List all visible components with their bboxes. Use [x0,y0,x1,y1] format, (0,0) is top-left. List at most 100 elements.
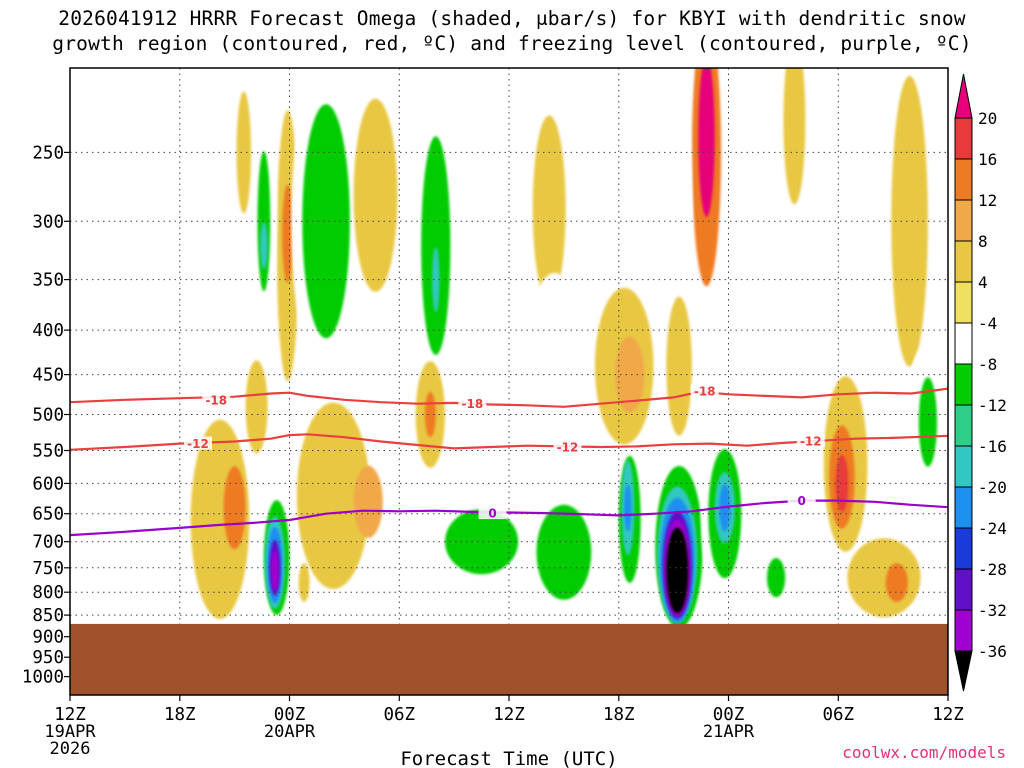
below-ground-region [70,623,948,695]
y-tick-label-1000: 1000 [22,668,64,688]
y-tick-label-350: 350 [32,271,64,291]
omega-cell-35 [847,538,921,618]
y-tick-label-600: 600 [32,474,64,494]
contour-label-bg-1 [458,396,487,410]
omega-cell-59 [666,527,689,614]
colorbar-segment-4 [954,281,973,324]
colorbar-segment-6 [954,363,973,406]
contour-label-3: -12 [187,437,209,451]
omega-cell-15 [432,247,440,313]
omega-cell-52 [624,484,632,532]
plot-area: -18 -18 -18 -12 -12 -12 0 0 [69,67,949,696]
colorbar-label-10: -24 [978,519,1007,538]
colorbar-label-7: -12 [978,396,1007,415]
colorbar-legend: 20 16 12 8 4 -4 -8 -12 -16 -20 -24 -28 -32 -36 [954,73,1007,692]
omega-cell-24 [666,296,692,436]
contour-label-1: -18 [462,397,484,411]
colorbar-segment-5 [954,322,973,365]
credit-text: coolwx.com/models [842,743,1006,762]
omega-cell-36 [885,563,908,602]
x-tick-label-6: 18Z [164,705,196,725]
colorbar-label-6: -8 [978,355,997,374]
contour-label-0: -18 [205,393,227,407]
contour-label-7: 0 [798,494,806,508]
x-axis-label: Forecast Time (UTC) [400,748,617,768]
omega-cell-4 [891,75,928,367]
omega-cell-32 [223,466,246,550]
y-tick-label-550: 550 [32,442,64,462]
y-tick-label-400: 400 [32,321,64,341]
colorbar-label-9: -20 [978,478,1007,497]
x-tick-label-48: 12Z [932,705,964,725]
omega-cell-14 [421,136,451,355]
colorbar-segment-9 [954,486,973,529]
colorbar-label-13: -36 [978,642,1007,661]
chart-title: 2026041912 HRRR Forecast Omega (shaded, … [0,6,1024,56]
y-tick-label-800: 800 [32,583,64,603]
isotherm--18-line [70,387,948,408]
colorbar-segment-8 [954,445,973,488]
omega-cell-33 [296,402,370,590]
grid [70,68,948,695]
colorbar-segment-12 [954,609,973,652]
y-tick-label-650: 650 [32,505,64,525]
omega-cell-3 [783,68,806,205]
y-tick-label-250: 250 [32,143,64,163]
colorbar-segment-1 [954,158,973,201]
omega-cell-0 [532,115,566,302]
contour-label-bg-6 [478,506,507,520]
contour-label-bg-5 [796,433,825,447]
colorbar-segment-3 [954,240,973,283]
colorbar-segment-11 [954,568,973,611]
surface-layer [70,623,948,695]
colorbar-label-12: -32 [978,601,1007,620]
contour-label-6: 0 [488,507,496,521]
colorbar-bottom-arrow [954,650,973,692]
omega-cell-21 [353,98,398,292]
y-tick-label-700: 700 [32,533,64,553]
contour-label-4: -12 [557,441,579,455]
y-tick-label-500: 500 [32,406,64,426]
colorbar-label-3: 8 [978,232,988,251]
y-tick-label-750: 750 [32,559,64,579]
colorbar-segment-2 [954,199,973,242]
omega-cell-47 [536,504,592,600]
omega-cell-2 [698,68,715,217]
x-tick-label-42: 06Z [822,705,854,725]
y-tick-label-900: 900 [32,628,64,648]
omega-cell-38 [298,563,310,602]
omega-cell-65 [767,558,786,598]
isotherm--12-line [70,433,948,451]
x-tick-sublabel-0-0: 19APR [44,722,96,742]
omega-cell-18 [666,72,692,345]
omega-cell-19 [737,68,764,297]
omega-cell-20 [843,68,877,234]
y-tick-label-300: 300 [32,212,64,232]
x-tick-label-12: 00Z [274,705,306,725]
omega-cell-46 [445,509,519,575]
colorbar-label-11: -28 [978,560,1007,579]
contour-label-5: -12 [800,434,822,448]
x-tick-sublabel-0-1: 2026 [50,739,91,759]
colorbar-segment-10 [954,527,973,570]
x-tick-sublabel-36-0: 21APR [703,722,755,742]
colorbar-top-arrow [954,73,973,119]
chart-title-line1: 2026041912 HRRR Forecast Omega (shaded, … [58,7,966,30]
contour-label-bg-0 [202,392,231,406]
y-tick-label-850: 850 [32,606,64,626]
x-tick-label-0: 12Z [54,705,86,725]
colorbar-label-0: 20 [978,109,997,128]
omega-cell-5 [236,91,252,214]
colorbar-label-2: 12 [978,191,997,210]
x-tick-label-36: 00Z [713,705,745,725]
contour-label-2: -18 [694,385,716,399]
colorbar-label-5: -4 [978,314,997,333]
contour-label-bg-3 [184,436,212,450]
contours: -18 -18 -18 -12 -12 -12 0 0 [70,384,948,537]
omega-cell-12 [302,104,350,339]
colorbar-segment-7 [954,404,973,447]
omega-cell-48 [382,573,405,602]
chart-title-line2: growth region (contoured, red, ºC) and f… [52,32,972,55]
